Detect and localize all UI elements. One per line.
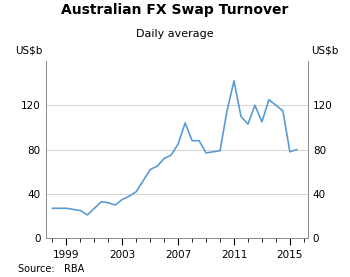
Text: US$b: US$b: [15, 45, 42, 55]
Text: US$b: US$b: [312, 45, 339, 55]
Text: Source:   RBA: Source: RBA: [18, 264, 84, 274]
Text: Australian FX Swap Turnover: Australian FX Swap Turnover: [61, 3, 289, 17]
Text: Daily average: Daily average: [136, 29, 214, 39]
